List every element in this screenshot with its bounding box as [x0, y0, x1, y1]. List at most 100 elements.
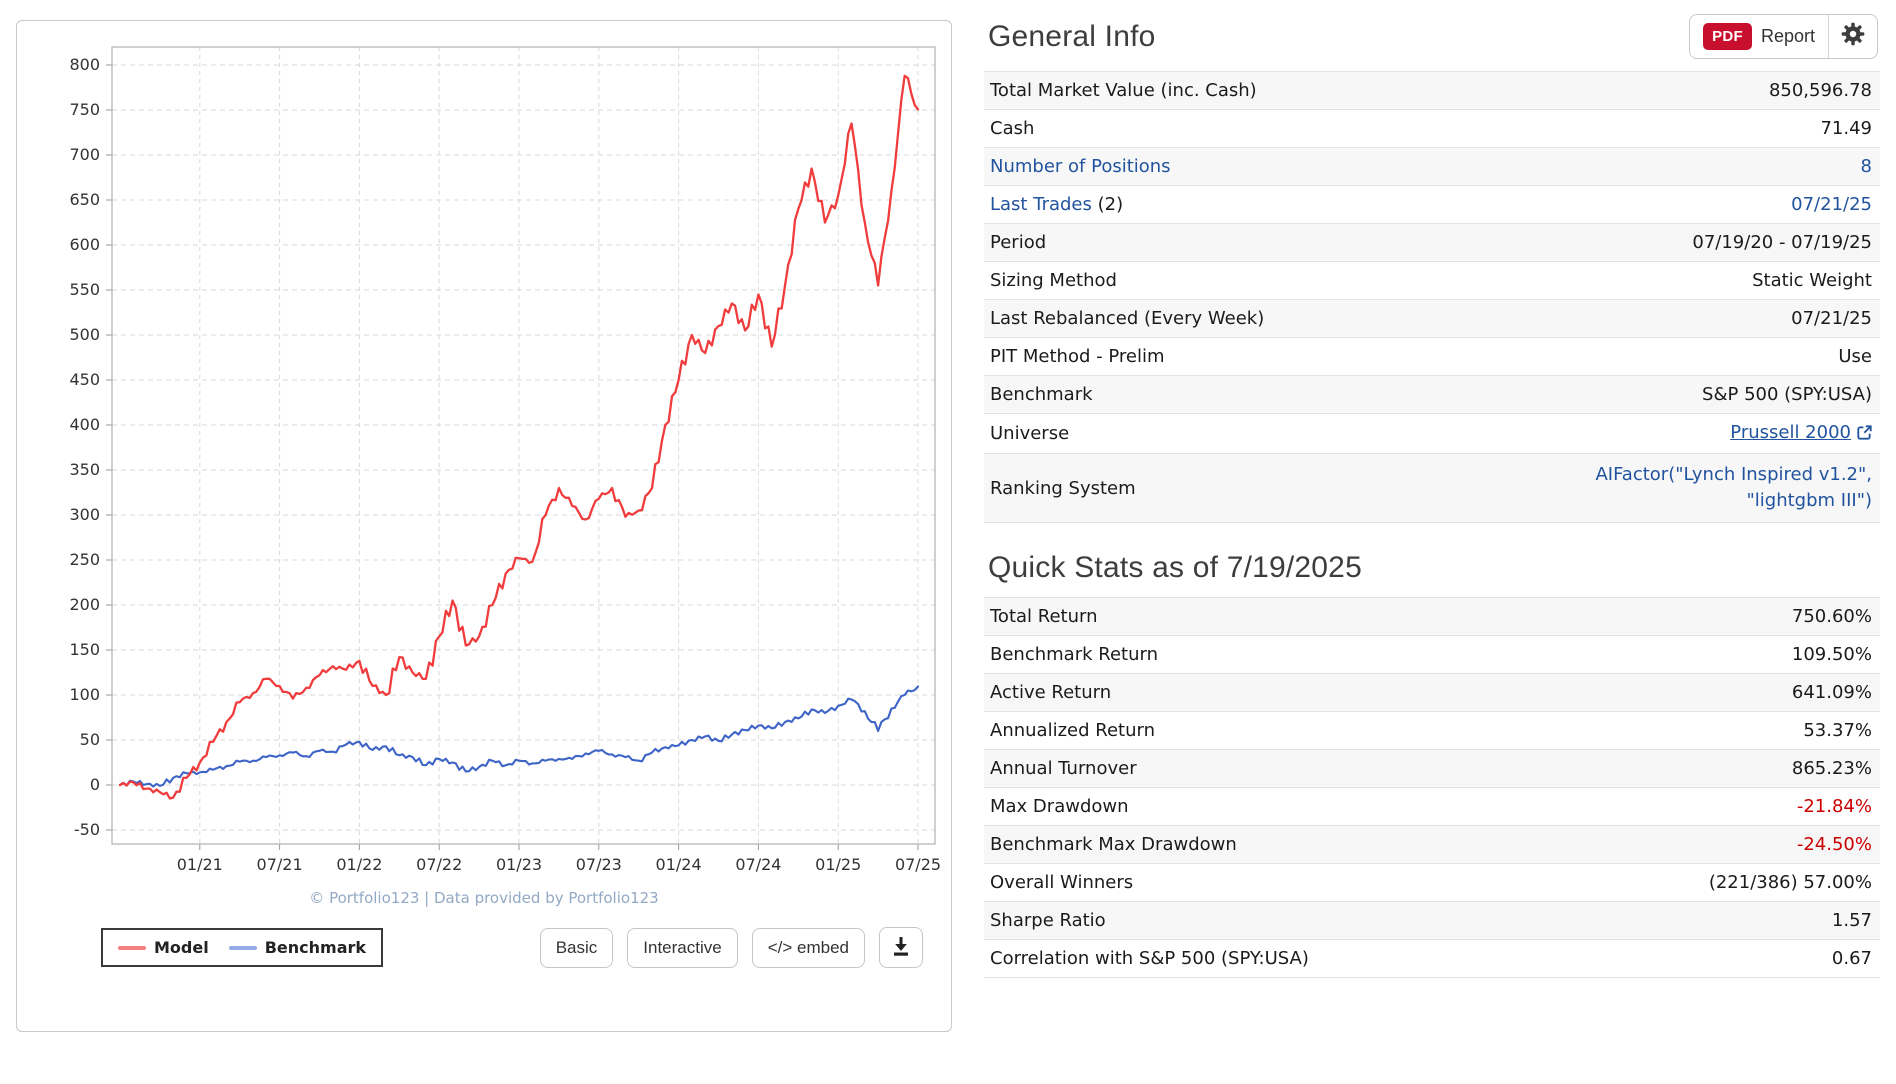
svg-text:07/21: 07/21 [257, 855, 303, 874]
download-chart-button[interactable] [879, 927, 923, 968]
table-row: Overall Winners (221/386) 57.00% [984, 863, 1880, 901]
row-label: Cash [990, 118, 1034, 139]
row-value-text: 0.67 [1831, 948, 1872, 970]
row-label: Benchmark [990, 384, 1093, 405]
row-label-text: Ranking System [990, 477, 1136, 499]
table-row: Active Return 641.09% [984, 673, 1880, 712]
row-value: 71.49 [1820, 118, 1872, 139]
row-label: Correlation with S&P 500 (SPY:USA) [990, 948, 1309, 969]
row-value: Static Weight [1752, 270, 1872, 291]
svg-text:01/23: 01/23 [496, 855, 542, 874]
row-label-text: Active Return [990, 682, 1112, 704]
table-row: Annual Turnover 865.23% [984, 749, 1880, 788]
table-row: Universe Prussell 2000 [984, 413, 1880, 453]
row-label-text: Last Rebalanced (Every Week) [990, 308, 1265, 329]
row-value: 07/19/20 - 07/19/25 [1692, 232, 1872, 253]
row-value[interactable]: Prussell 2000 [1730, 422, 1872, 445]
external-link-icon [1857, 424, 1872, 445]
svg-text:150: 150 [69, 640, 100, 659]
row-label: Benchmark Max Drawdown [990, 834, 1237, 855]
row-label: Last Trades (2) [990, 194, 1123, 215]
row-label-text: Sharpe Ratio [990, 910, 1106, 932]
row-label-text: Universe [990, 423, 1070, 444]
performance-chart: -50 0 50 100 150 200 250 300 350 400 450 500 550 600 6… [69, 46, 941, 874]
row-value-text: 850,596.78 [1768, 80, 1872, 101]
row-label-text: Total Market Value (inc. Cash) [990, 80, 1257, 101]
table-row: Benchmark Max Drawdown -24.50% [984, 825, 1880, 864]
table-row: Sizing Method Static Weight [984, 261, 1880, 299]
row-value: 109.50% [1792, 644, 1872, 665]
performance-chart-card: -50 0 50 100 150 200 250 300 350 400 450 500 550 600 6… [16, 20, 952, 1032]
row-value: 07/21/25 [1791, 308, 1872, 329]
row-value-text: S&P 500 (SPY:USA) [1702, 384, 1872, 405]
svg-text:450: 450 [69, 370, 100, 389]
table-row: Cash 71.49 [984, 109, 1880, 147]
general-info-table: Total Market Value (inc. Cash) 850,596.78… [984, 71, 1880, 524]
row-value-text: 109.50% [1791, 644, 1872, 666]
row-label-text: Sizing Method [990, 270, 1117, 291]
row-value-text[interactable]: 07/21/25 [1791, 194, 1872, 215]
row-label-text: Period [990, 232, 1047, 253]
row-value-text: 865.23% [1791, 758, 1872, 780]
chart-legend: Model Benchmark [101, 928, 384, 967]
svg-text:650: 650 [69, 190, 100, 209]
row-label-link[interactable]: Last Trades [990, 194, 1092, 215]
svg-text:-50: -50 [74, 820, 100, 839]
table-row: PIT Method - Prelim Use [984, 337, 1880, 375]
quick-stats-title: Quick Stats as of 7/19/2025 [988, 551, 1362, 585]
row-value-text[interactable]: AIFactor("Lynch Inspired v1.2", "lightgb… [1595, 464, 1872, 512]
basic-view-button[interactable]: Basic [539, 927, 614, 968]
row-value[interactable]: AIFactor("Lynch Inspired v1.2", "lightgb… [1595, 462, 1872, 514]
row-label-text: Benchmark Max Drawdown [990, 834, 1237, 856]
legend-item-benchmark[interactable]: Benchmark [228, 938, 366, 957]
row-value[interactable]: 07/21/25 [1791, 194, 1872, 215]
download-icon [890, 937, 912, 961]
row-value: 865.23% [1792, 758, 1872, 779]
row-value: (221/386) 57.00% [1709, 872, 1872, 893]
table-row: Benchmark Return 109.50% [984, 635, 1880, 673]
pdf-report-button[interactable]: PDF Report [1690, 15, 1828, 58]
row-label: Annualized Return [990, 720, 1155, 741]
settings-button[interactable] [1828, 15, 1877, 58]
legend-item-model[interactable]: Model [118, 938, 209, 957]
row-label: Period [990, 232, 1046, 253]
svg-text:250: 250 [69, 550, 100, 569]
svg-text:50: 50 [80, 730, 100, 749]
row-value-text: Static Weight [1752, 270, 1872, 291]
row-value-text: (221/386) 57.00% [1708, 872, 1872, 894]
svg-text:01/25: 01/25 [815, 855, 861, 874]
row-value-text[interactable]: 8 [1860, 156, 1872, 177]
svg-text:400: 400 [69, 415, 100, 434]
quick-stats-table: Total Return 750.60% Benchmark Return 109.5… [984, 597, 1880, 979]
row-value-text: Use [1838, 346, 1872, 367]
row-value: 641.09% [1792, 682, 1872, 703]
embed-button[interactable]: </> embed [751, 927, 865, 968]
chart-footer: Model Benchmark Basic Interactive </> em… [101, 927, 923, 968]
row-label-text: Total Return [990, 606, 1098, 628]
svg-text:100: 100 [69, 685, 100, 704]
legend-model-label: Model [154, 938, 209, 957]
row-label: Total Return [990, 606, 1098, 627]
table-row: Ranking System AIFactor("Lynch Inspired v… [984, 453, 1880, 523]
row-value-text: 641.09% [1791, 682, 1872, 704]
row-value-text[interactable]: Prussell 2000 [1730, 422, 1851, 443]
interactive-view-button[interactable]: Interactive [627, 927, 738, 968]
row-value[interactable]: 8 [1861, 156, 1872, 177]
report-button-group: PDF Report [1689, 14, 1878, 59]
table-row: Last Rebalanced (Every Week) 07/21/25 [984, 299, 1880, 337]
row-value-text: 07/19/20 - 07/19/25 [1692, 232, 1872, 253]
row-label-link[interactable]: Number of Positions [990, 156, 1171, 177]
row-value: -21.84% [1797, 796, 1872, 817]
row-value: Use [1838, 346, 1872, 367]
model-line [118, 74, 920, 800]
row-label: Active Return [990, 682, 1111, 703]
row-label-text: Correlation with S&P 500 (SPY:USA) [990, 948, 1309, 970]
svg-text:07/23: 07/23 [576, 855, 622, 874]
general-info-header: General Info PDF Report [984, 12, 1880, 71]
general-info-title: General Info [988, 19, 1156, 53]
svg-text:700: 700 [69, 145, 100, 164]
table-row: Benchmark S&P 500 (SPY:USA) [984, 375, 1880, 413]
pdf-badge: PDF [1703, 23, 1752, 50]
row-label: Universe [990, 423, 1069, 444]
row-value: 1.57 [1832, 910, 1872, 931]
